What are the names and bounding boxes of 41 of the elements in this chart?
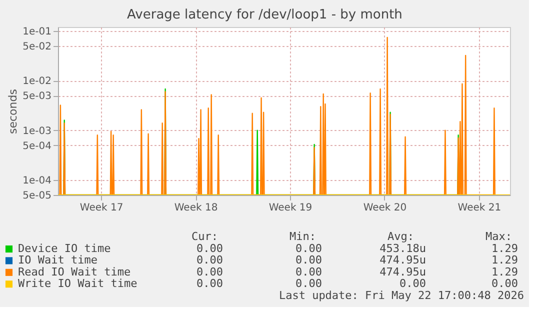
x-tick-label: Week 18 [174,202,218,214]
x-tick-label: Week 20 [363,202,407,214]
y-tick-label: 5e-05 [22,190,52,202]
text: 453.18u [380,242,426,255]
text: Last update: Fri May 22 17:00:48 2026 [278,289,524,302]
text: 0.00 [296,254,322,267]
text: 0.00 [196,265,223,278]
y-tick-label: 5e-02 [22,41,52,52]
text: 0.00 [296,277,322,290]
text: 0.00 [196,277,223,290]
y-tick-label: 5e-03 [22,91,52,102]
text: Avg: [388,230,414,243]
text: 1.29 [492,242,518,255]
text: Min: [290,230,316,243]
text: 1.29 [492,254,518,267]
text: Cur: [192,230,218,243]
text: Max: [486,230,512,243]
text: 474.95u [380,254,426,267]
x-tick-label: Week 21 [458,202,502,214]
text: 0.00 [296,265,322,278]
y-axis-title: seconds [6,88,20,134]
line-series [59,36,496,195]
x-tick-label: Week 17 [80,202,124,214]
legend-label: Read IO Wait time [18,265,131,278]
y-tick-label: 5e-04 [22,140,52,152]
text: 0.00 [196,242,223,255]
y-tick-label: 1e-02 [22,76,52,88]
y-tick-label: 1e-03 [22,126,52,137]
text: 0.00 [196,254,223,267]
text: 0.00 [492,277,518,290]
text: 474.95u [380,265,426,278]
chart-title: Average latency for /dev/loop1 - by month [127,7,402,22]
text: 1.29 [492,265,518,278]
text: 0.00 [400,277,426,290]
text: 0.00 [296,242,322,255]
y-tick-label: 1e-04 [22,176,52,187]
legend-label: Device IO time [18,242,111,255]
legend-label: Write IO Wait time [18,277,138,290]
x-tick-label: Week 19 [268,202,312,214]
y-tick-label: 1e-01 [22,26,52,38]
legend-label: IO Wait time [18,254,98,267]
